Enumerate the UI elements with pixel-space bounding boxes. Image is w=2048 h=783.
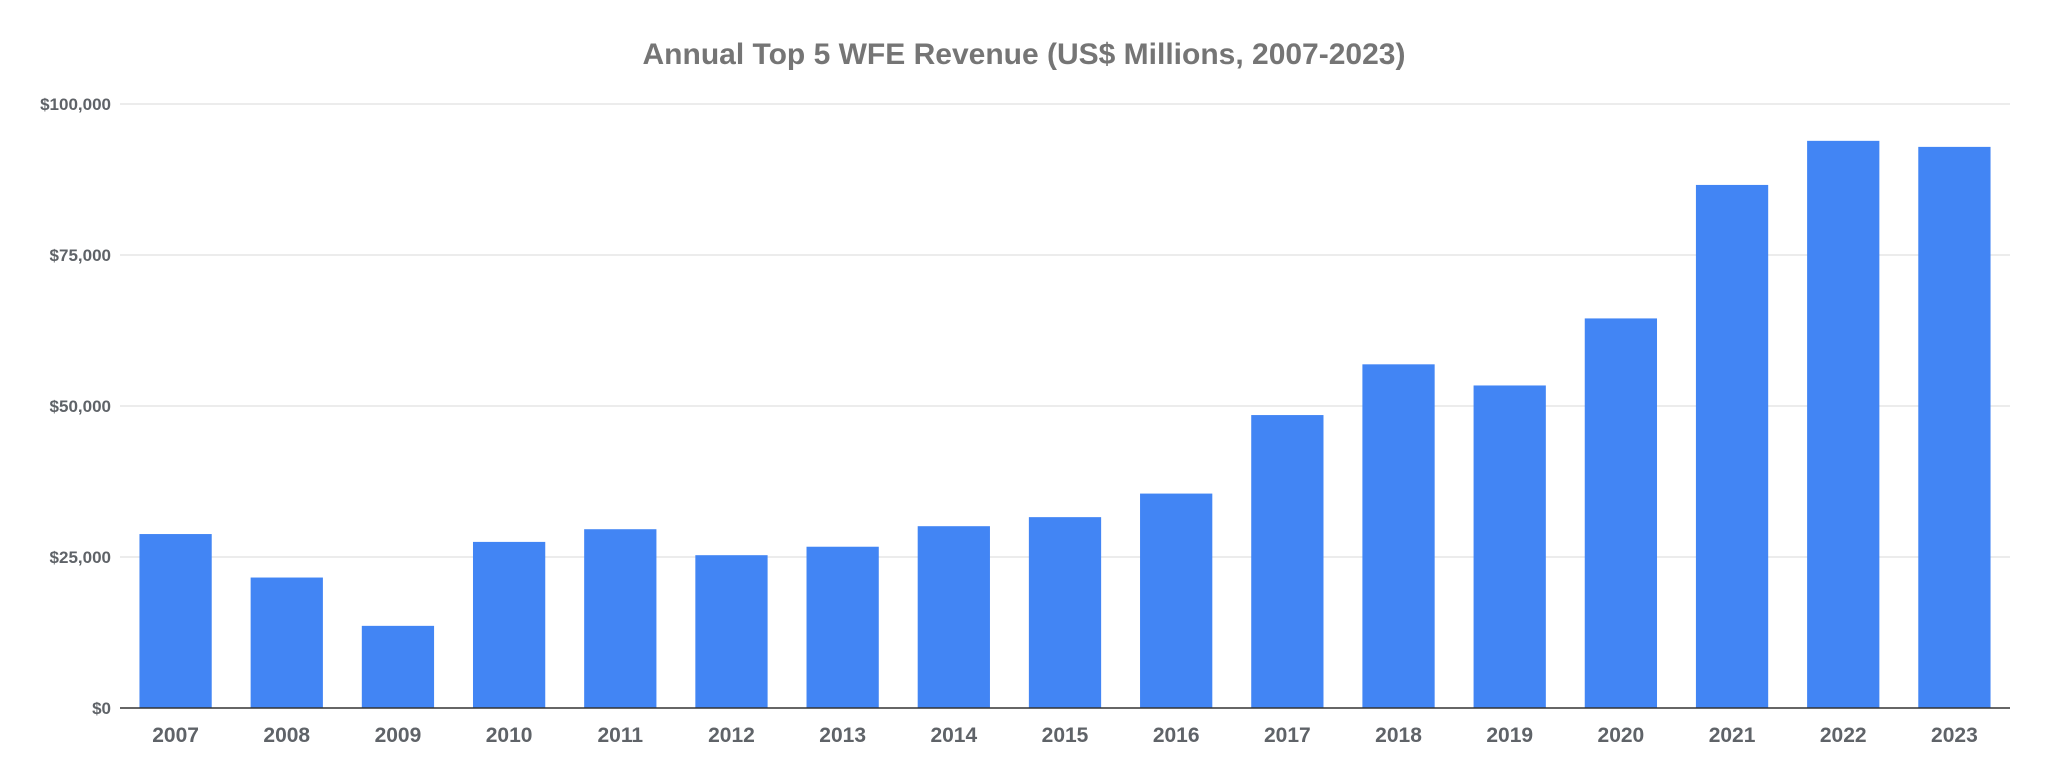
y-tick-label: $0 xyxy=(92,699,111,718)
bar-2009 xyxy=(361,625,435,708)
bar-2021 xyxy=(1695,184,1769,708)
x-tick-label: 2021 xyxy=(1709,724,1756,747)
bar-2023 xyxy=(1918,146,1991,708)
x-tick-label: 2017 xyxy=(1264,724,1311,747)
y-tick-label: $100,000 xyxy=(40,95,111,114)
x-tick-label: 2020 xyxy=(1598,724,1645,747)
x-tick-label: 2018 xyxy=(1375,724,1422,747)
y-axis-ticks: $0 $25,000 $50,000 $75,000 $100,000 xyxy=(40,95,111,718)
x-tick-label: 2010 xyxy=(486,724,533,747)
bar-2019 xyxy=(1473,385,1546,708)
bar-2015 xyxy=(1028,517,1102,708)
x-tick-label: 2012 xyxy=(708,724,755,747)
x-tick-label: 2019 xyxy=(1486,724,1533,747)
x-tick-label: 2008 xyxy=(263,724,310,747)
y-tick-label: $75,000 xyxy=(50,246,111,265)
bar-2018 xyxy=(1362,364,1435,708)
bar-2010 xyxy=(472,541,546,708)
x-tick-label: 2007 xyxy=(152,724,199,747)
x-tick-label: 2016 xyxy=(1153,724,1200,747)
x-tick-label: 2009 xyxy=(375,724,422,747)
y-tick-label: $50,000 xyxy=(50,397,111,416)
bar-2017 xyxy=(1251,415,1324,708)
bar-2016 xyxy=(1140,493,1213,708)
bar-2012 xyxy=(695,555,768,708)
x-axis-ticks: 2007 2008 2009 2010 2011 2012 2013 2014 2015 2016… xyxy=(152,724,1978,747)
x-tick-label: 2014 xyxy=(930,724,977,747)
bar-2013 xyxy=(806,546,879,708)
bar-2022 xyxy=(1807,140,1880,708)
bar-2020 xyxy=(1584,318,1658,708)
x-tick-label: 2011 xyxy=(598,724,644,747)
x-tick-label: 2023 xyxy=(1931,724,1978,747)
bar-2007 xyxy=(139,534,212,708)
y-tick-label: $25,000 xyxy=(50,548,111,567)
bars xyxy=(139,140,1991,708)
x-tick-label: 2022 xyxy=(1820,724,1867,747)
bar-2008 xyxy=(250,577,323,708)
chart-title: Annual Top 5 WFE Revenue (US$ Millions, … xyxy=(643,38,1406,71)
x-tick-label: 2015 xyxy=(1042,724,1089,747)
bar-2011 xyxy=(584,529,657,708)
bar-2014 xyxy=(917,526,990,708)
x-tick-label: 2013 xyxy=(819,724,866,747)
